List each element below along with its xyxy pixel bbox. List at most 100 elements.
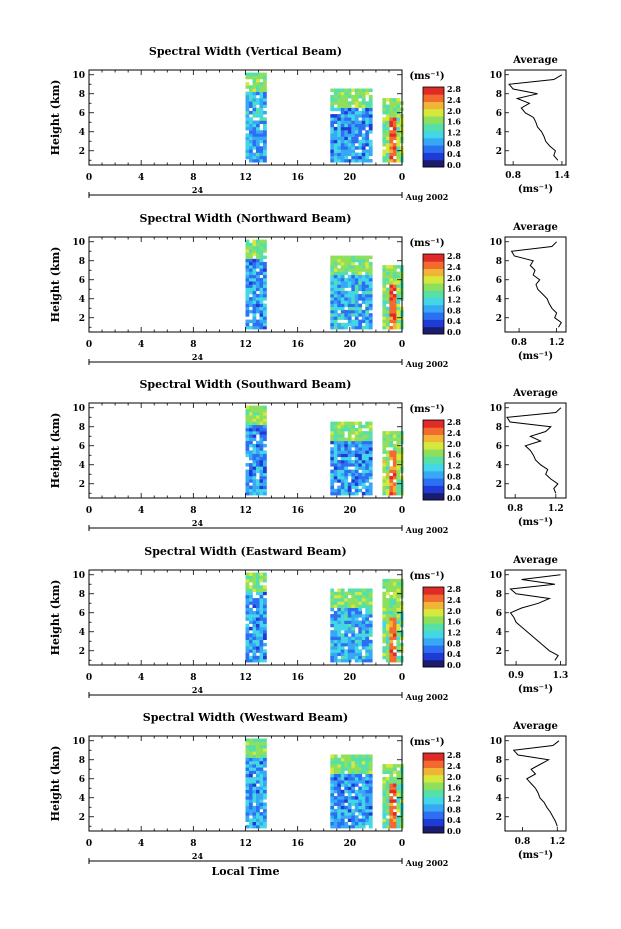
heatmap-cell [354, 824, 359, 829]
heatmap-cell [256, 626, 260, 631]
heatmap-cell [263, 133, 267, 137]
heatmap-cell [351, 98, 356, 102]
heatmap-cell [330, 652, 335, 656]
heatmap-cell [245, 313, 250, 317]
heatmap-cell [263, 479, 267, 483]
heatmap-cell [389, 453, 394, 458]
heatmap-cell [330, 469, 335, 474]
colorbar-tick-label: 0.0 [447, 493, 461, 503]
colorbar-tick-label: 1.2 [447, 627, 461, 637]
heatmap-cell [351, 607, 356, 612]
heatmap-cell [333, 459, 338, 464]
heatmap-cell [365, 143, 370, 147]
heatmap-cell [365, 303, 370, 308]
heatmap-cell [256, 261, 260, 266]
heatmap-cell [252, 418, 257, 422]
heatmap-cell [263, 287, 267, 292]
average-frame [504, 236, 567, 333]
heatmap-cell [340, 466, 345, 470]
colorbar-frame [422, 586, 445, 668]
heatmap-cell [385, 322, 390, 327]
heatmap-cell [389, 139, 394, 144]
heatmap-cell [333, 614, 338, 618]
heatmap-cell [358, 421, 363, 426]
heatmap-cell [245, 607, 250, 612]
heatmap-cell [259, 287, 264, 292]
heatmap-cell [344, 799, 349, 803]
heatmap-cell [351, 815, 356, 819]
heatmap-cell [263, 143, 267, 147]
heatmap-cell [259, 610, 264, 615]
heatmap-cell [382, 101, 387, 105]
heatmap-cell [392, 591, 397, 596]
heatmap-cell [256, 614, 260, 618]
heatmap-cell [263, 101, 267, 105]
heatmap-cell [389, 101, 394, 105]
heatmap-cell [396, 607, 401, 612]
heatmap-cell [368, 614, 373, 618]
heatmap-cell [365, 114, 370, 118]
heatmap-cell [256, 139, 260, 144]
heatmap-cell [351, 300, 356, 304]
heatmap-cell [256, 751, 260, 755]
colorbar-tick-label: 0.0 [447, 826, 461, 836]
heatmap-cell [256, 491, 260, 496]
heatmap-cell [358, 818, 363, 822]
heatmap-cell [354, 601, 359, 605]
x-tick-label: 20 [344, 506, 357, 516]
heatmap-cell [351, 306, 356, 311]
heatmap-cell [385, 824, 390, 829]
heatmap-cell [330, 757, 335, 762]
heatmap-cell [330, 325, 335, 330]
heatmap-cell [365, 434, 370, 438]
heatmap-cell [382, 630, 387, 634]
colorbar-swatch [423, 594, 444, 602]
heatmap-cell [385, 434, 390, 438]
heatmap-cell [259, 306, 264, 311]
colorbar-swatch [423, 137, 444, 146]
heatmap-cell [256, 591, 260, 596]
heatmap-cell [245, 117, 250, 121]
heatmap-cell [245, 75, 250, 80]
heatmap-cell [347, 443, 352, 448]
heatmap-cell [337, 120, 342, 124]
heatmap-cell [361, 101, 366, 105]
heatmap-cell [263, 456, 267, 461]
heatmap-cell [330, 824, 335, 829]
heatmap-cell [361, 440, 366, 445]
y-tick-label: 6 [79, 775, 85, 785]
heatmap-cell [252, 411, 257, 416]
heatmap-cell [263, 824, 267, 829]
heatmap-cell [347, 818, 352, 822]
x-tick-label: 16 [291, 673, 304, 683]
heatmap-cell [337, 824, 342, 829]
heatmap-cell [365, 594, 370, 599]
heatmap-cell [263, 255, 267, 260]
heatmap-cell [333, 271, 338, 276]
heatmap-cell [333, 424, 338, 429]
heatmap-cell [347, 104, 352, 108]
heatmap-cell [259, 792, 264, 797]
heatmap-cell [368, 649, 373, 653]
x-tick-label: 20 [344, 340, 357, 350]
heatmap-cell [368, 126, 373, 131]
heatmap-cell [396, 491, 401, 496]
average-y-tick-label: 8 [496, 590, 502, 600]
heatmap-cell [358, 808, 363, 813]
heatmap-cell [249, 607, 253, 612]
heatmap-cell [354, 764, 359, 768]
heatmap-cell [354, 789, 359, 794]
heatmap-cell [252, 146, 257, 150]
heatmap-cell [344, 107, 349, 112]
heatmap-cell [358, 773, 363, 778]
x-tick-label: 12 [239, 173, 252, 183]
heatmap-cell [365, 792, 370, 797]
heatmap-cell [396, 459, 401, 464]
heatmap-cell [351, 290, 356, 295]
heatmap-cell [389, 325, 394, 330]
heatmap-cell [368, 821, 373, 826]
heatmap-cell [392, 104, 397, 108]
heatmap-cell [337, 491, 342, 496]
heatmap-cell [249, 246, 253, 250]
heatmap-cell [249, 821, 253, 826]
